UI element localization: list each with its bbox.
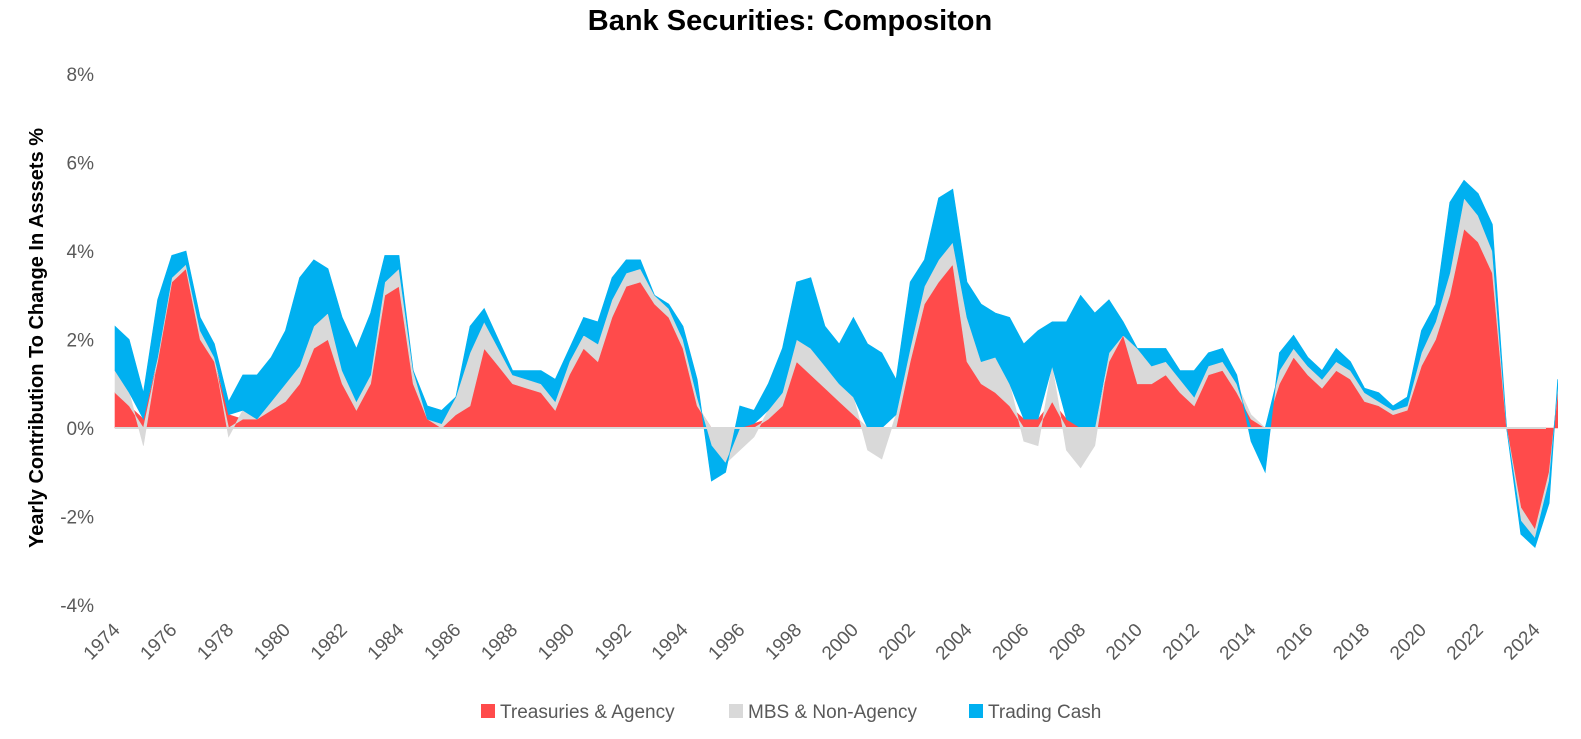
legend: Treasuries & Agency MBS & Non-Agency Tradi… (481, 702, 1101, 723)
legend-swatch-mbs-non-agency (729, 704, 743, 718)
plot-area (114, 179, 1558, 549)
x-tick-label: 1990 (534, 620, 579, 665)
x-axis-ticks: 1974 1976 1978 1980 1982 1984 1986 1988 1990 1992… (80, 619, 1545, 664)
x-tick-label: 2008 (1045, 620, 1090, 665)
x-tick-label: 1998 (761, 620, 806, 665)
y-tick-label: -2% (60, 508, 94, 529)
y-axis-label: Yearly Contribution To Change In Asssets… (26, 128, 48, 548)
x-tick-label: 1976 (137, 620, 182, 665)
x-tick-label: 2018 (1329, 620, 1374, 665)
legend-label-treasuries-agency: Treasuries & Agency (500, 702, 675, 723)
x-tick-label: 2012 (1159, 620, 1204, 665)
y-tick-label: 6% (67, 154, 95, 175)
x-tick-label: 2004 (932, 619, 977, 664)
x-tick-label: 2024 (1500, 619, 1545, 664)
x-tick-label: 1978 (193, 620, 238, 665)
x-tick-label: 1994 (648, 619, 693, 664)
x-tick-label: 2006 (989, 620, 1034, 665)
y-tick-label: 2% (67, 331, 95, 352)
x-tick-label: 1984 (364, 619, 409, 664)
y-tick-label: 0% (67, 419, 95, 440)
legend-label-mbs-non-agency: MBS & Non-Agency (748, 702, 917, 723)
x-tick-label: 1982 (307, 620, 352, 665)
x-tick-label: 1974 (80, 619, 125, 664)
area-series-trading-cash (114, 179, 1558, 549)
y-axis-ticks: -4% -2% 0% 2% 4% 6% 8% (60, 65, 94, 617)
y-tick-label: 8% (67, 65, 95, 86)
x-tick-label: 2002 (875, 620, 920, 665)
x-tick-label: 1988 (477, 620, 522, 665)
x-tick-label: 2020 (1386, 620, 1431, 665)
y-tick-label: 4% (67, 242, 95, 263)
x-tick-label: 2000 (818, 620, 863, 665)
legend-swatch-trading-cash (969, 704, 983, 718)
x-tick-label: 2010 (1102, 620, 1147, 665)
legend-label-trading-cash: Trading Cash (988, 702, 1101, 723)
x-tick-label: 2016 (1273, 620, 1318, 665)
x-tick-label: 1980 (250, 620, 295, 665)
legend-swatch-treasuries-agency (481, 704, 495, 718)
x-tick-label: 1986 (421, 620, 466, 665)
x-tick-label: 1992 (591, 620, 636, 665)
chart-title: Bank Securities: Compositon (588, 5, 992, 37)
x-tick-label: 2014 (1216, 619, 1261, 664)
y-tick-label: -4% (60, 596, 94, 617)
x-tick-label: 2022 (1443, 620, 1488, 665)
x-tick-label: 1996 (705, 620, 750, 665)
